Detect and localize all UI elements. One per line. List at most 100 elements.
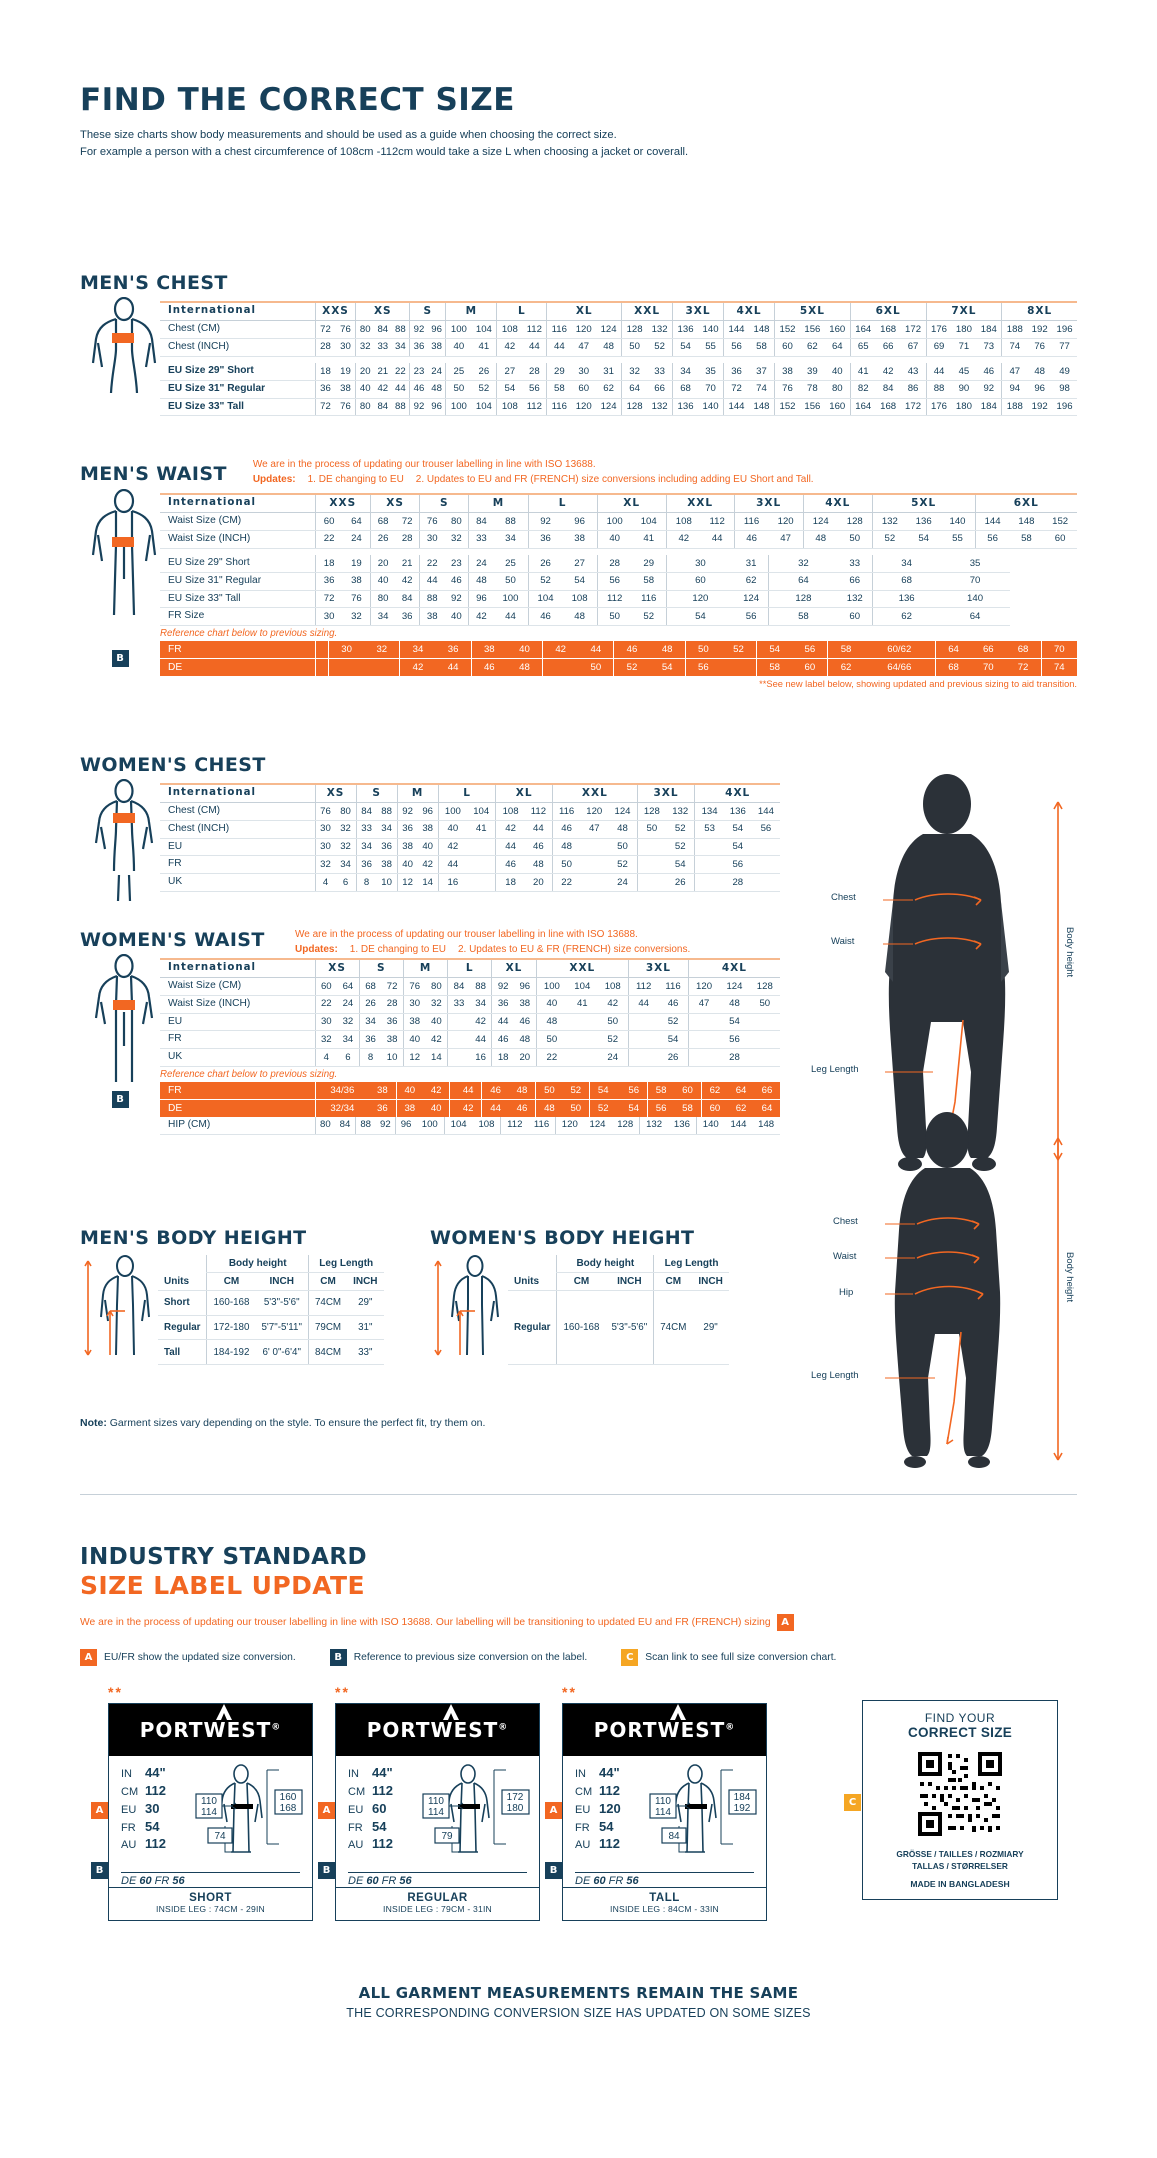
cell: 70 [940,572,1010,591]
cell: 192 [1027,320,1053,339]
legend-text-c: Scan link to see full size conversion ch… [645,1652,837,1663]
cell: 42 [425,1030,448,1050]
cell: 52 [589,1099,617,1117]
cell: 34 [391,338,410,357]
table-row: FR Size 30 32 34 36 38 40 42 44 46 48 50 52 54 56 58 60 6… [160,607,1077,627]
womens-hip-table: HIP (CM) 80 84 88 92 96 100 104 108 112 116 120 124 1… [160,1116,780,1135]
measurement-row: FR 54 [121,1818,195,1836]
cell: 42 [454,1099,483,1117]
table-row: HIP (CM) 80 84 88 92 96 100 104 108 112 116 120 124 1… [160,1116,780,1135]
cell: 100 [437,802,468,821]
cell: 88 [391,320,410,339]
cell: 172 [900,398,927,417]
cell: 136 [672,320,699,339]
cell: 50 [597,1013,629,1032]
cell: 42 [374,380,392,399]
fit-inside-leg: INSIDE LEG : 84CM - 33IN [610,1904,719,1914]
cell: 108 [496,320,523,339]
cell [694,855,724,875]
cell: 23 [444,555,469,573]
measurement-row: EU 120 [575,1800,649,1818]
cell: 88 [493,512,529,531]
cell: 98 [1052,380,1077,399]
cell: 33 [447,995,470,1014]
cell: 52 [666,838,695,857]
cell: 32 [768,555,838,573]
cell: 148 [749,320,775,339]
svg-text:184: 184 [734,1792,751,1803]
cell: 44 [493,607,529,627]
womens-bh-head: Body height Leg Length Units CM INCH CM INCH [508,1255,729,1291]
cell: 30 [314,607,343,627]
mens-body-height-title: MEN'S BODY HEIGHT [80,1227,307,1249]
badge-b-card: B [318,1862,335,1879]
measurement-list: IN 44" CM 112 EU 120 FR 54 AU 112 [563,1764,649,1865]
cell: 54 [666,855,695,875]
measure-value: 112 [145,1836,166,1852]
portwest-mountain-icon [215,1704,232,1720]
badge-b-card: B [91,1862,108,1879]
row-label: EU Size 33" Tall [160,398,315,417]
cell: 64 [337,977,360,996]
mens-waist-update-item1: 1. DE changing to EU [307,474,404,485]
cell: 71 [951,338,977,357]
cell: 54 [562,572,598,591]
cell: 26 [370,530,396,549]
cell: 42 [469,1013,492,1032]
cell: 76 [335,320,356,339]
cell: 52 [527,572,563,591]
mens-bh-head: Body height Leg Length Units CM INCH CM INCH [158,1255,384,1291]
cell: 64 [754,1099,780,1117]
cell: 96 [468,590,494,609]
cell: 42 [597,995,629,1014]
cell [447,1048,470,1067]
row-label: Tall [158,1339,207,1365]
cell: 58 [768,607,838,627]
cell: 40 [402,1030,426,1050]
cell: 50 [621,338,648,357]
cell [720,658,758,677]
row-label: EU Size 29" Short [160,363,315,381]
row-label: EU Size 31" Regular [160,380,315,399]
bh-unit: INCH [347,1272,384,1291]
cell: 62 [827,658,864,677]
cell: 96 [562,512,598,531]
col-xl: XL [495,784,553,804]
measure-value: 112 [372,1782,393,1798]
svg-text:110: 110 [201,1796,217,1807]
cell: 46 [481,1081,509,1100]
label-card: ** PORTWEST® IN 44" CM 112 EU 60 FR 54 AU 112 110 114… [318,1684,540,1921]
cell [542,658,579,677]
womens-chest-figure [80,779,160,902]
cell: 4 [314,1048,338,1067]
cell: 112 [522,398,547,417]
cell: 92 [444,590,469,609]
cell: 62 [596,380,622,399]
cell: 78 [799,380,825,399]
cell [467,855,496,875]
measure-value: 60 [372,1800,387,1816]
cell: 68 [1005,641,1042,660]
cell [447,1013,470,1032]
cell: 21 [374,363,392,381]
cell: 32 [425,995,448,1014]
cell: 152 [1043,512,1077,531]
qr-code-icon[interactable] [914,1748,1006,1840]
cell: 164 [849,398,876,417]
measurement-row: IN 44" [348,1764,422,1782]
cell: 44 [435,658,472,677]
bh-group-header: Body height Leg Length [508,1255,729,1273]
cell: 41 [471,338,497,357]
section-mens-body-height: MEN'S BODY HEIGHT [80,1227,384,1365]
womens-waist-figure [80,954,160,1082]
cell: 10 [381,1048,404,1067]
cell: 84CM [307,1339,348,1365]
male-body-height-label: Body height [1064,927,1075,978]
measure-key: FR [348,1821,363,1834]
cell: 100 [596,512,632,531]
cell: 48 [596,338,622,357]
label-footer: TALL INSIDE LEG : 84CM - 33IN [563,1887,766,1920]
cell: 44 [546,338,572,357]
cell: 21 [395,555,420,573]
cell: 54 [649,658,686,677]
